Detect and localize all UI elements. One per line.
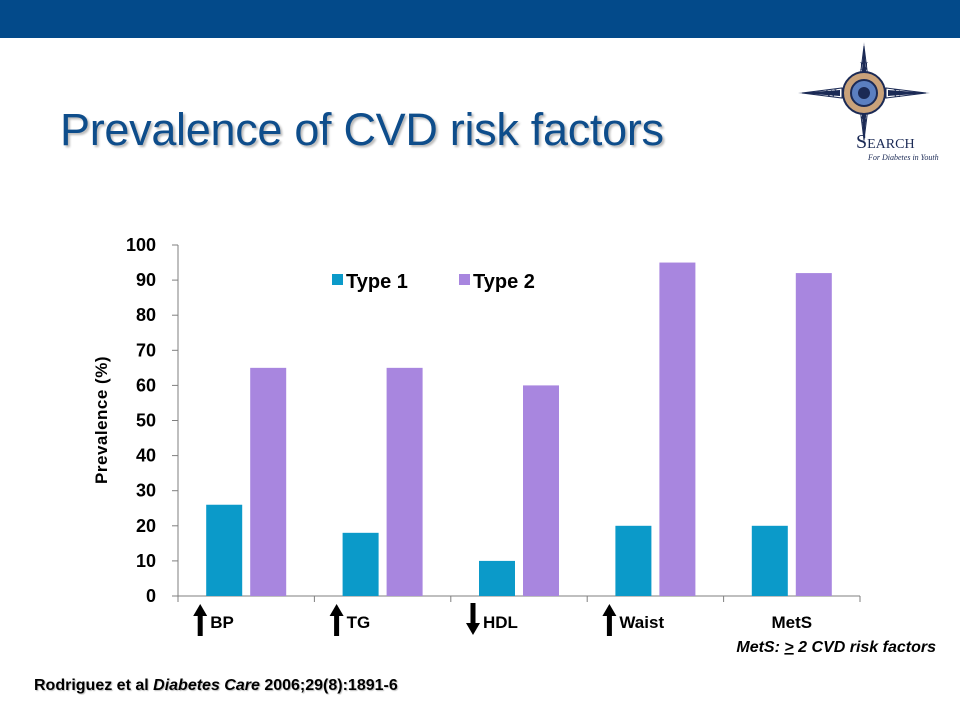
bar-type-1-waist [615, 525, 652, 596]
category-label-hdl: HDL [483, 613, 518, 632]
compass-icon [798, 42, 930, 144]
chart-legend: Type 1 Type 2 [332, 271, 535, 293]
bar-type-1-mets [751, 525, 788, 596]
y-tick-label: 80 [136, 305, 156, 325]
y-tick-label: 30 [136, 481, 156, 501]
y-tick-label: 60 [136, 375, 156, 395]
legend-label-type-2: Type 2 [473, 271, 535, 293]
bar-type-1-tg [342, 532, 379, 596]
legend-swatch-type-2 [459, 274, 470, 285]
mets-footnote-symbol: > [784, 639, 793, 656]
search-compass-logo: N S W E SEARCH For Diabetes in Youth [798, 42, 939, 162]
category-label-tg: TG [347, 613, 371, 632]
bar-type-1-hdl [479, 560, 515, 596]
mets-footnote-suffix: 2 CVD risk factors [794, 639, 936, 656]
bar-type-2-tg [386, 367, 423, 596]
category-labels: BP TG HDL Waist MetS [193, 603, 812, 636]
bar-type-2-mets [795, 273, 832, 596]
y-tick-label: 10 [136, 551, 156, 571]
y-tick-label: 50 [136, 411, 156, 431]
y-tick-label: 0 [146, 586, 156, 606]
arrow-up-icon [602, 604, 617, 636]
citation-authors: Rodriguez et al [34, 677, 149, 694]
bar-type-2-waist [659, 262, 696, 596]
y-tick-label: 20 [136, 516, 156, 536]
compass-letter-e: E [893, 86, 900, 100]
compass-letter-s: S [861, 112, 868, 126]
header-band [0, 0, 960, 38]
bars [206, 262, 832, 596]
slide-title: Prevalence of CVD risk factors [60, 104, 664, 155]
y-tick-label: 70 [136, 340, 156, 360]
arrow-up-icon [193, 604, 208, 636]
y-tick-label: 100 [126, 235, 156, 255]
category-label-bp: BP [210, 613, 234, 632]
x-axis [177, 595, 861, 602]
bar-type-1-bp [206, 504, 243, 596]
legend-swatch-type-1 [332, 274, 343, 285]
mets-footnote-prefix: MetS: [736, 639, 784, 656]
compass-letter-w: W [825, 86, 837, 100]
arrow-down-icon [466, 603, 480, 635]
category-label-waist: Waist [619, 613, 664, 632]
y-axis: 0 10 20 30 40 50 60 70 80 90 100 [126, 235, 179, 606]
citation: Rodriguez et al Diabetes Care 2006;29(8)… [34, 677, 398, 695]
y-axis-title: Prevalence (%) [92, 356, 111, 484]
citation-ref: 2006;29(8):1891-6 [264, 677, 398, 694]
legend-label-type-1: Type 1 [346, 271, 408, 293]
logo-wordmark-initial: S [856, 131, 867, 153]
mets-footnote: MetS: > 2 CVD risk factors [736, 639, 936, 656]
citation-journal: Diabetes Care [153, 677, 260, 694]
logo-tagline: For Diabetes in Youth [867, 153, 939, 162]
category-label-mets: MetS [771, 613, 812, 632]
arrow-up-icon [329, 604, 344, 636]
y-tick-label: 90 [136, 270, 156, 290]
bar-type-2-bp [250, 367, 287, 596]
y-tick-label: 40 [136, 446, 156, 466]
bar-type-2-hdl [523, 385, 559, 596]
compass-letter-n: N [860, 59, 869, 73]
logo-wordmark-rest: EARCH [867, 137, 914, 152]
logo-wordmark: SEARCH [856, 131, 915, 153]
